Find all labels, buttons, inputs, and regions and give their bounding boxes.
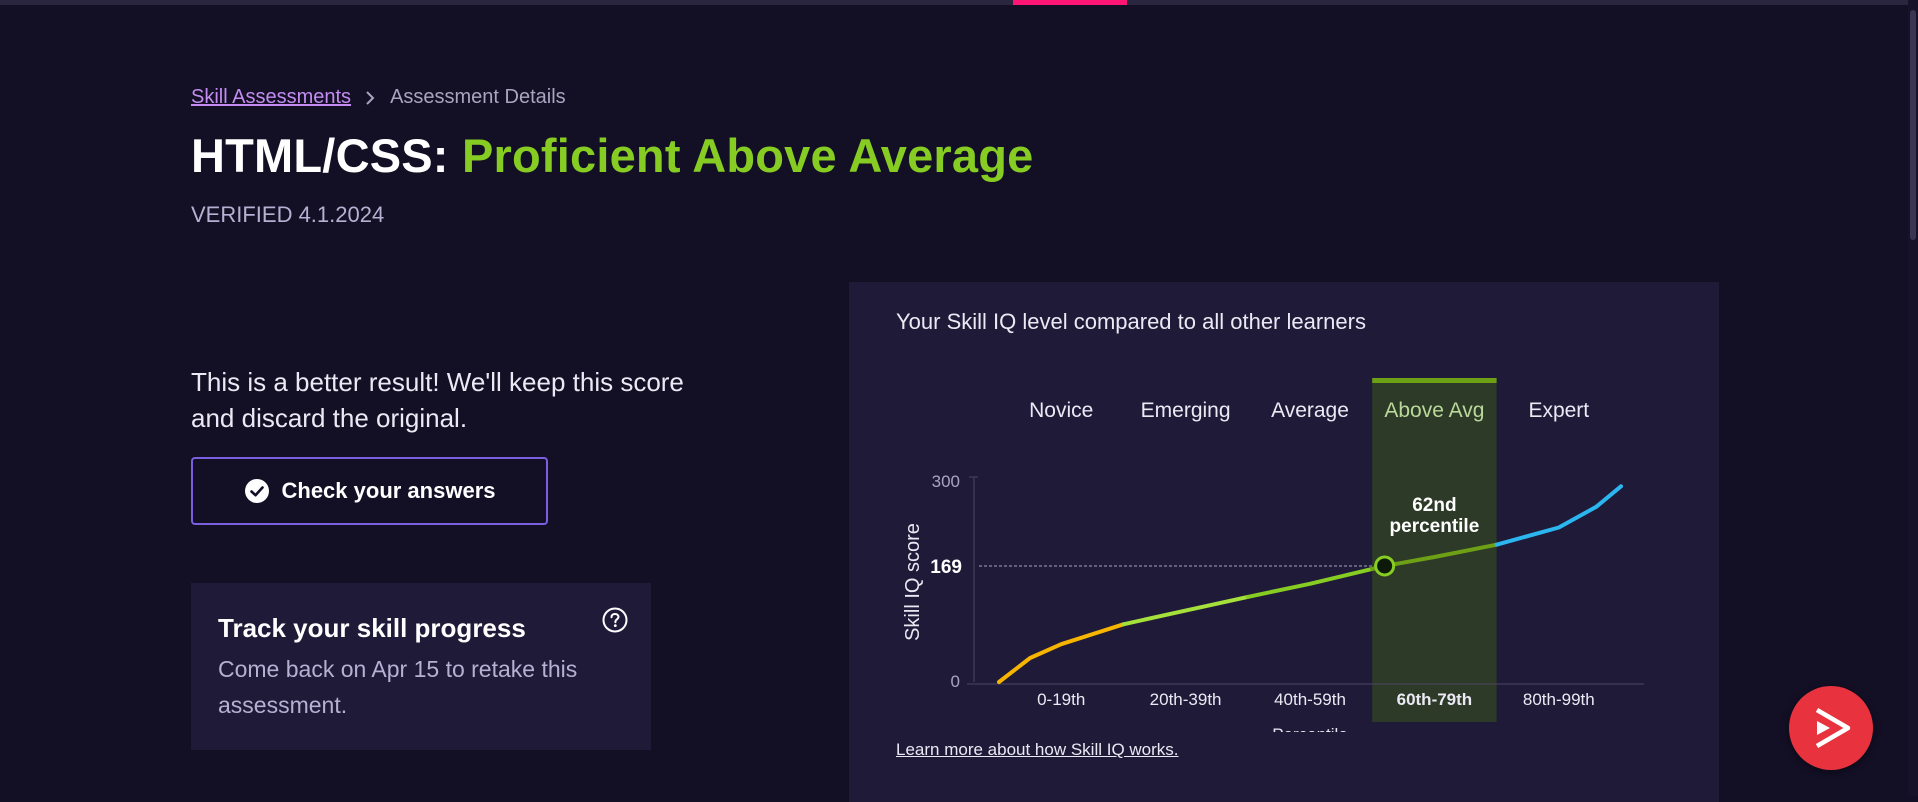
result-message: This is a better result! We'll keep this… [191,367,684,433]
chevron-right-icon [364,90,376,105]
page-title: HTML/CSS: Proficient Above Average [191,128,1034,183]
percentile-label-line2: percentile [1390,516,1480,537]
level-header-average: Average [1271,399,1349,422]
percentile-label-line1: 62nd [1412,495,1456,516]
x-tick-label-40th-59th: 40th-59th [1274,690,1346,709]
score-marker [1374,555,1396,577]
curve-segment-emerging [1121,594,1250,627]
check-answers-label: Check your answers [281,478,496,503]
panel-title: Your Skill IQ level compared to all othe… [896,309,1366,334]
x-tick-label-60th-79th: 60th-79th [1397,690,1473,709]
pluralsight-play-icon[interactable] [1789,686,1873,770]
score-label: 169 [930,557,962,578]
highlight-band-top-bar [1372,378,1497,383]
active-tab-indicator [1013,0,1127,5]
level-header-novice: Novice [1029,399,1093,422]
track-progress-card: Track your skill progress Come back on A… [191,583,651,750]
highlight-band [1372,380,1497,722]
x-tick-label-80th-99th: 80th-99th [1523,690,1595,709]
x-tick-label-20th-39th: 20th-39th [1150,690,1222,709]
skill-name: HTML/CSS: [191,129,449,182]
help-circle-icon[interactable] [601,606,629,639]
x-axis-label: Percentile [1272,725,1348,732]
curve-segment-average [1245,566,1375,599]
x-tick-label-0-19th: 0-19th [1037,690,1085,709]
level-header-emerging: Emerging [1141,399,1231,422]
track-progress-description: Come back on Apr 15 to retake this asses… [218,656,578,718]
skill-iq-panel: Your Skill IQ level compared to all othe… [849,282,1719,802]
verified-date: VERIFIED 4.1.2024 [191,202,385,227]
breadcrumb: Skill Assessments Assessment Details [191,86,566,109]
y-axis-label: Skill IQ score [902,523,924,641]
breadcrumb-skill-assessments-link[interactable]: Skill Assessments [191,86,352,108]
breadcrumb-current: Assessment Details [390,86,566,108]
y-tick-label-bottom: 0 [951,672,960,691]
curve-segment-novice [997,622,1126,684]
track-progress-title: Track your skill progress [218,613,526,643]
top-navigation-bar [0,0,1918,5]
scrollbar-thumb[interactable] [1910,10,1916,240]
level-header-above-avg: Above Avg [1384,399,1484,422]
learn-more-link[interactable]: Learn more about how Skill IQ works. [896,740,1179,759]
page-scrollbar[interactable] [1908,0,1918,796]
skill-iq-chart: 300 0 Skill IQ score Novice 0-19th Emerging 20… [902,378,1644,732]
check-circle-icon [244,478,270,504]
curve-segment-expert [1494,484,1623,547]
level-header-expert: Expert [1528,399,1589,422]
skill-level: Proficient Above Average [461,129,1034,182]
y-tick-label-top: 300 [932,472,960,491]
check-answers-button[interactable]: Check your answers [191,457,548,525]
